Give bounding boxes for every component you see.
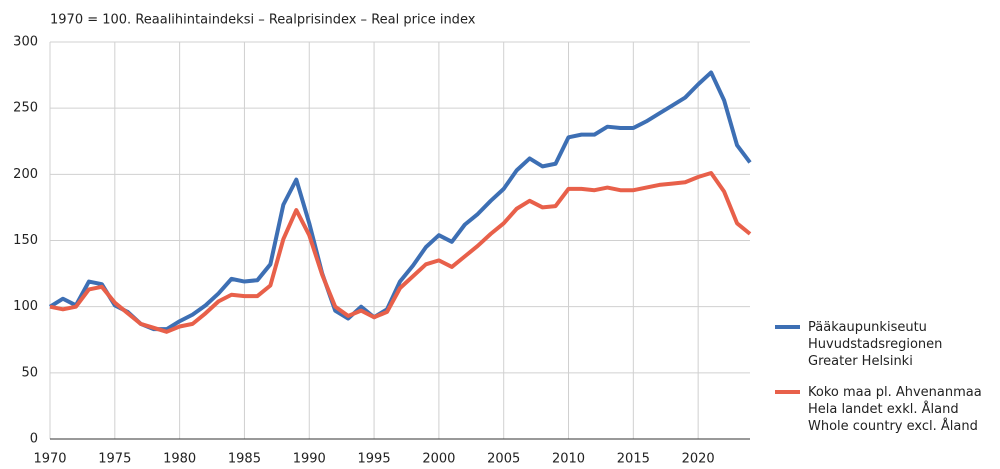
y-tick-label: 50 <box>21 365 38 380</box>
x-tick-label: 2015 <box>617 452 650 467</box>
x-tick-label: 1990 <box>293 452 326 467</box>
x-tick-label: 1975 <box>98 452 131 467</box>
y-tick-label: 0 <box>30 432 38 447</box>
legend-line: Whole country excl. Åland <box>808 418 978 434</box>
y-tick-label: 100 <box>13 299 38 314</box>
x-tick-label: 2010 <box>552 452 585 467</box>
x-tick-label: 1985 <box>228 452 261 467</box>
x-tick-label: 2005 <box>487 452 520 467</box>
x-tick-label: 2000 <box>422 452 455 467</box>
legend-line: Hela landet exkl. Åland <box>808 401 959 417</box>
y-tick-label: 300 <box>13 35 38 50</box>
x-tick-label: 1995 <box>358 452 391 467</box>
legend-line: Pääkaupunkiseutu <box>808 320 927 335</box>
series-line <box>48 70 752 332</box>
x-tick-label: 2020 <box>682 452 715 467</box>
chart-title: 1970 = 100. Reaalihintaindeksi – Realpri… <box>50 13 476 28</box>
legend-line: Koko maa pl. Ahvenanmaa <box>808 385 982 400</box>
x-tick-label: 1980 <box>163 452 196 467</box>
y-tick-label: 250 <box>13 101 38 116</box>
legend-line: Greater Helsinki <box>808 354 913 369</box>
x-tick-label: 1970 <box>33 452 66 467</box>
series-line <box>49 171 752 334</box>
y-tick-label: 200 <box>13 167 38 182</box>
y-tick-label: 150 <box>13 233 38 248</box>
legend-line: Huvudstadsregionen <box>808 337 942 352</box>
legend-label: Pääkaupunkiseutu Huvudstadsregionen Greate… <box>808 320 942 369</box>
legend-label: Koko maa pl. Ahvenanmaa Hela landet exkl.… <box>808 385 982 434</box>
